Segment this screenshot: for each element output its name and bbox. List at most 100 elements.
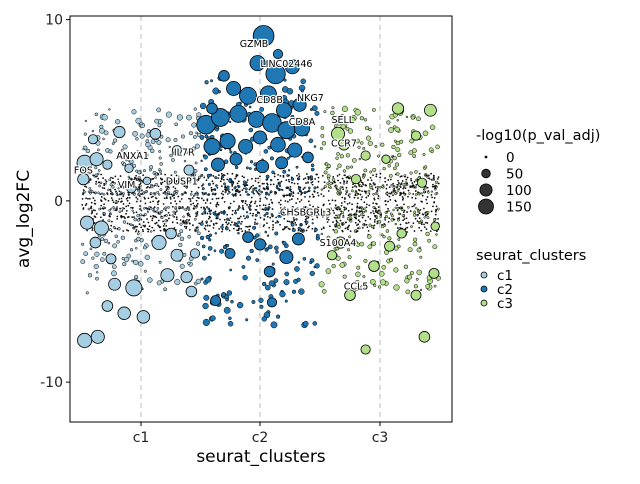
point-c2 (275, 191, 278, 194)
point-c2 (210, 209, 213, 212)
point-c1 (170, 174, 173, 177)
point-c2 (204, 202, 207, 204)
point-c1 (109, 192, 112, 195)
point-c1 (114, 234, 119, 239)
point-c3 (410, 115, 415, 120)
point-c2 (245, 255, 252, 261)
point-c1 (90, 329, 105, 344)
point-c2 (203, 207, 205, 209)
point-c3 (364, 219, 367, 222)
point-c3 (332, 221, 334, 224)
x-tick-label: c1 (133, 430, 150, 446)
point-c3 (424, 191, 427, 193)
point-c3 (356, 227, 359, 230)
point-c1 (127, 175, 131, 179)
point-c3 (390, 214, 394, 218)
point-c1 (163, 197, 166, 200)
point-c3 (372, 182, 375, 184)
point-c2 (239, 190, 241, 193)
point-c1 (164, 214, 166, 217)
point-c1 (123, 186, 126, 189)
point-c2 (226, 80, 242, 97)
point-c3 (422, 130, 429, 137)
point-c2 (307, 178, 310, 181)
point-c3 (345, 191, 348, 194)
point-c3 (342, 215, 345, 219)
point-c3 (390, 184, 393, 187)
point-c2 (309, 118, 312, 122)
point-c2 (296, 174, 298, 177)
point-c1 (165, 196, 168, 199)
point-c3 (426, 202, 429, 205)
point-c2 (226, 172, 229, 175)
point-c1 (152, 177, 155, 180)
point-c1 (121, 215, 124, 218)
point-c2 (237, 220, 241, 224)
point-c3 (387, 200, 389, 203)
point-c2 (296, 197, 299, 200)
point-c2 (258, 204, 261, 207)
point-c2 (234, 209, 237, 212)
point-c3 (404, 193, 407, 195)
point-c3 (432, 205, 434, 208)
point-c3 (426, 211, 430, 214)
point-c1 (193, 217, 197, 221)
point-c3 (368, 192, 371, 195)
point-c1 (178, 207, 181, 210)
point-c2 (219, 218, 221, 221)
point-c3 (347, 255, 352, 260)
point-c2 (247, 206, 251, 209)
point-c2 (251, 177, 253, 180)
point-c2 (242, 183, 245, 186)
point-c1 (173, 137, 178, 142)
point-c2 (300, 199, 303, 201)
point-c2 (297, 229, 300, 232)
point-c2 (237, 184, 239, 187)
point-c3 (365, 203, 368, 206)
point-c3 (432, 183, 434, 186)
point-c1 (126, 216, 129, 219)
point-c2 (305, 173, 308, 175)
point-c2 (244, 190, 248, 194)
point-c1 (192, 178, 195, 181)
point-c2 (222, 178, 225, 181)
size-legend-label: 150 (506, 200, 532, 216)
point-c1 (102, 137, 105, 141)
point-c2 (312, 321, 318, 326)
point-c3 (342, 169, 347, 173)
point-c1 (189, 193, 193, 196)
point-c2 (236, 174, 239, 177)
point-c1 (126, 222, 129, 225)
point-c3 (427, 174, 430, 177)
point-c2 (275, 156, 289, 170)
point-c3 (416, 269, 423, 276)
point-c2 (313, 265, 316, 269)
point-c2 (204, 224, 207, 227)
point-c1 (114, 175, 117, 178)
point-c2 (279, 250, 294, 265)
point-c1 (145, 207, 147, 209)
point-c3 (356, 224, 358, 227)
point-c1 (196, 211, 199, 213)
point-c2 (253, 223, 256, 226)
point-c3 (397, 179, 399, 182)
point-c2 (298, 175, 301, 178)
point-c3 (369, 184, 373, 188)
point-c1 (170, 248, 184, 262)
point-c2 (228, 219, 231, 222)
point-c2 (285, 179, 288, 182)
point-c3 (432, 176, 435, 179)
point-c2 (269, 156, 274, 161)
point-c2 (239, 215, 242, 218)
point-c3 (404, 187, 407, 190)
point-c3 (350, 214, 353, 217)
point-c3 (414, 190, 417, 192)
point-c1 (120, 161, 125, 165)
point-c1 (193, 107, 197, 111)
point-c1 (82, 208, 85, 210)
point-c3 (387, 220, 390, 223)
point-c1 (175, 210, 178, 213)
point-c2 (311, 222, 314, 225)
point-c3 (380, 233, 384, 237)
point-c3 (355, 210, 358, 213)
